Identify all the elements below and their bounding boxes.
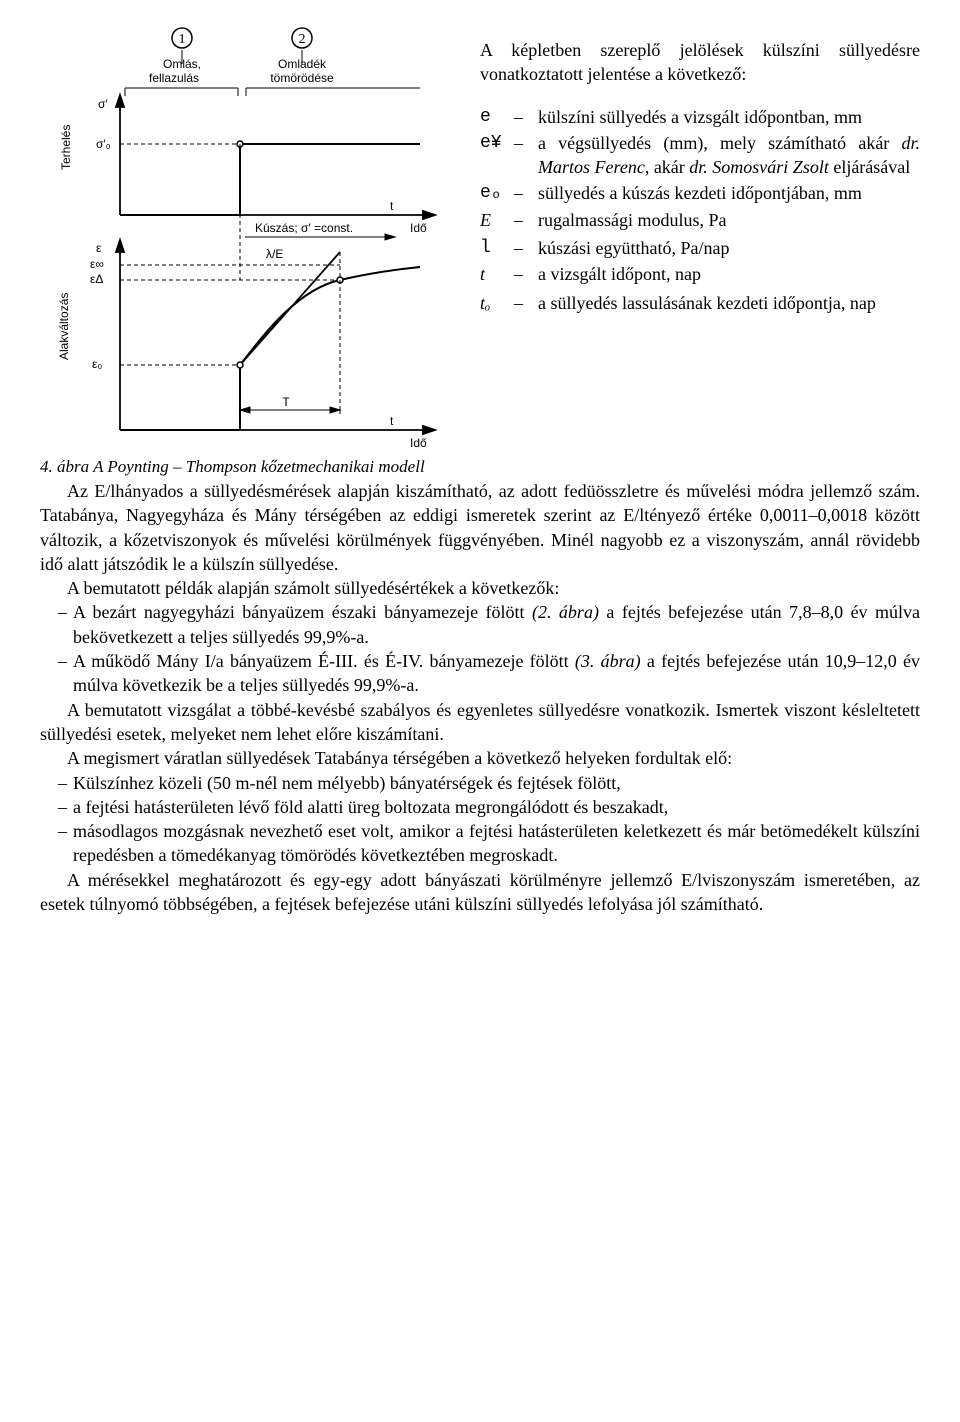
figure-caption: 4. ábra A Poynting – Thompson kőzetmecha… (40, 456, 460, 479)
label-block1-l2: fellazulás (149, 71, 199, 85)
list-item-1: – A bezárt nagyegyházi bányaüzem északi … (40, 600, 920, 649)
intro-para: A képletben szereplő jelölések külszíni … (480, 38, 920, 87)
definition-text: a vizsgált időpont, nap (538, 262, 920, 286)
definition-text: külszíni süllyedés a vizsgált időpontban… (538, 105, 920, 129)
definition-row: tₒ–a süllyedés lassulásának kezdeti időp… (480, 291, 920, 317)
definition-text: a végsüllyedés (mm), mely számítható aká… (538, 131, 920, 180)
definition-symbol: l (480, 236, 514, 260)
list-text-5: másodlagos mozgásnak nevezhető eset volt… (73, 819, 920, 868)
label-block2-l2: tömörödése (270, 71, 334, 85)
para-3: A bemutatott vizsgálat a többé-kevésbé s… (40, 698, 920, 747)
t-label-1: t (390, 199, 394, 213)
eps-delta-label: εΔ (90, 272, 103, 286)
eps-label: ε (96, 241, 102, 255)
definition-row: e–külszíni süllyedés a vizsgált időpontb… (480, 105, 920, 129)
circled-1: 1 (179, 32, 186, 47)
definition-symbol: eₒ (480, 181, 514, 205)
definition-symbol: e (480, 105, 514, 129)
list-text-2: A működő Mány I/a bányaüzem É-III. és É-… (73, 649, 920, 698)
intro-column: A képletben szereplő jelölések külszíni … (480, 20, 920, 319)
caption-text: A Poynting – Thompson kőzetmechanikai mo… (93, 457, 425, 476)
definition-symbol: tₒ (480, 291, 514, 317)
body-text: Az E/lhányados a süllyedésmérések alapjá… (40, 479, 920, 916)
list-item-2: – A működő Mány I/a bányaüzem É-III. és … (40, 649, 920, 698)
kuszas-label: Kúszás; σ′ =const. (255, 221, 353, 235)
definition-symbol: e¥ (480, 131, 514, 155)
list-text-1: A bezárt nagyegyházi bányaüzem északi bá… (73, 600, 920, 649)
definition-text: rugalmassági modulus, Pa (538, 208, 920, 232)
definition-text: a süllyedés lassulásának kezdeti időpont… (538, 291, 920, 315)
list-item-5: – másodlagos mozgásnak nevezhető eset vo… (40, 819, 920, 868)
definition-list: e–külszíni süllyedés a vizsgált időpontb… (480, 105, 920, 317)
para-5: A mérésekkel meghatározott és egy-egy ad… (40, 868, 920, 917)
t-label-2: t (390, 414, 394, 428)
ido-label-2: Idő (410, 436, 427, 450)
definition-row: e¥–a végsüllyedés (mm), mely számítható … (480, 131, 920, 180)
list-item-3: – Külszínhez közeli (50 m-nél nem mélyeb… (40, 771, 920, 795)
eps-0-label: ε₀ (92, 357, 102, 371)
definition-row: l–kúszási együttható, Pa/nap (480, 236, 920, 260)
definition-row: t–a vizsgált időpont, nap (480, 262, 920, 288)
sigma-prime-0: σ′₀ (96, 137, 111, 151)
definition-text: kúszási együttható, Pa/nap (538, 236, 920, 260)
para-1: Az E/lhányados a süllyedésmérések alapjá… (40, 479, 920, 576)
definition-row: E–rugalmassági modulus, Pa (480, 208, 920, 234)
lambda-e-label: λ/E (266, 247, 283, 261)
definition-symbol: E (480, 208, 514, 234)
list-item-4: – a fejtési hatásterületen lévő föld ala… (40, 795, 920, 819)
circled-2: 2 (299, 32, 306, 47)
figure-block: 1 2 Omlás, fellazulás Omladék tömörödése (40, 20, 460, 479)
definition-symbol: t (480, 262, 514, 288)
definition-text: süllyedés a kúszás kezdeti időpontjában,… (538, 181, 920, 205)
eps-inf-label: ε∞ (90, 257, 104, 271)
definition-row: eₒ–süllyedés a kúszás kezdeti időpontjáb… (480, 181, 920, 205)
sigma-prime: σ′ (98, 97, 108, 111)
T-label: T (282, 395, 290, 409)
list-text-3: Külszínhez közeli (50 m-nél nem mélyebb)… (73, 771, 920, 795)
diagram-svg: 1 2 Omlás, fellazulás Omladék tömörödése (40, 20, 460, 450)
terheles-axis: Terhelés (59, 125, 73, 170)
para-2: A bemutatott példák alapján számolt süll… (40, 576, 920, 600)
ido-label-1: Idő (410, 221, 427, 235)
caption-prefix: 4. ábra (40, 457, 93, 476)
alakvaltozas-axis: Alakváltozás (57, 293, 71, 360)
para-4: A megismert váratlan süllyedések Tatabán… (40, 746, 920, 770)
list-text-4: a fejtési hatásterületen lévő föld alatt… (73, 795, 920, 819)
